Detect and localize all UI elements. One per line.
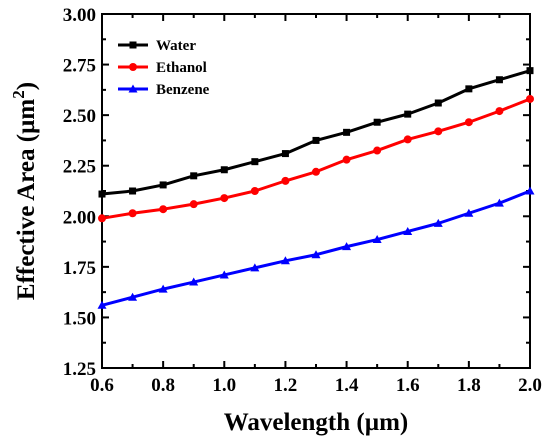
data-point-benzene: [280, 256, 290, 265]
data-point-ethanol: [373, 146, 382, 155]
y-tick-label: 2.25: [63, 157, 96, 178]
data-point-water: [251, 158, 259, 166]
axes: 0.6 0.8 1.0 1.2 1.4 1.6 1.8 2.0 1.25 1.50 1.75 2.00…: [63, 5, 542, 396]
data-point-ethanol: [526, 94, 534, 103]
data-point-water: [190, 172, 198, 180]
y-tick-label: 3.00: [63, 5, 96, 26]
data-point-ethanol: [312, 167, 320, 176]
y-tick-label: 2.00: [63, 207, 96, 228]
y-axis-title-close: ): [13, 82, 40, 90]
data-point-benzene: [189, 277, 199, 286]
data-point-ethanol: [128, 209, 137, 218]
legend-label-ethanol: Ethanol: [156, 60, 207, 76]
data-point-benzene: [158, 284, 168, 293]
data-point-water: [98, 190, 106, 198]
x-tick-label: 1.4: [335, 375, 359, 396]
series-water: [98, 67, 534, 198]
data-point-ethanol: [220, 194, 229, 203]
series-ethanol: [98, 94, 534, 223]
data-point-water: [159, 181, 167, 189]
data-point-benzene: [433, 218, 443, 227]
x-tick-label: 1.8: [457, 375, 481, 396]
data-point-benzene: [494, 198, 504, 207]
legend-marker-water: [129, 41, 137, 49]
y-tick-label: 1.50: [63, 308, 96, 329]
data-point-ethanol: [495, 107, 504, 116]
legend: Water Ethanol Benzene: [118, 38, 210, 98]
data-point-benzene: [311, 250, 321, 259]
y-tick-label: 2.75: [63, 56, 96, 77]
y-tick-label: 1.25: [63, 359, 96, 380]
legend-label-water: Water: [156, 38, 196, 54]
data-point-ethanol: [281, 176, 290, 185]
series-benzene: [97, 186, 535, 309]
data-point-water: [526, 67, 534, 75]
series-layer: [97, 67, 535, 309]
data-point-water: [465, 85, 473, 93]
legend-item-benzene: Benzene: [118, 82, 210, 98]
y-tick-label: 2.50: [63, 106, 96, 127]
data-point-benzene: [97, 300, 107, 309]
legend-marker-benzene: [128, 84, 138, 93]
data-point-water: [281, 150, 289, 158]
y-axis-title-superscript: 2: [9, 90, 28, 99]
data-point-ethanol: [250, 187, 259, 195]
data-point-ethanol: [342, 155, 351, 164]
data-point-benzene: [372, 235, 382, 244]
data-point-water: [129, 187, 137, 195]
x-tick-label: 2.0: [518, 375, 542, 396]
series-line-ethanol: [101, 97, 531, 220]
x-tick-label: 1.6: [396, 375, 420, 396]
x-axis-title: Wavelength (µm): [224, 409, 409, 436]
legend-item-water: Water: [118, 38, 196, 54]
y-axis-title: Effective Area (µm2): [9, 82, 40, 300]
x-tick-label: 0.6: [90, 375, 114, 396]
x-tick-label: 1.0: [212, 375, 236, 396]
y-tick-label: 1.75: [63, 258, 96, 279]
data-point-water: [434, 99, 442, 107]
legend-item-ethanol: Ethanol: [118, 60, 207, 76]
data-point-ethanol: [403, 135, 412, 144]
data-point-water: [312, 136, 320, 144]
legend-marker-ethanol: [129, 63, 137, 71]
legend-label-benzene: Benzene: [156, 82, 210, 98]
x-tick-label: 1.2: [274, 375, 298, 396]
x-tick-label: 0.8: [151, 375, 175, 396]
data-point-ethanol: [464, 118, 473, 127]
data-point-ethanol: [189, 200, 198, 209]
data-point-benzene: [250, 263, 260, 272]
data-point-water: [495, 76, 503, 84]
y-axis-title-main: Effective Area (µm: [13, 99, 40, 301]
data-point-water: [373, 118, 381, 126]
data-point-water: [404, 110, 412, 118]
data-point-water: [220, 166, 228, 174]
data-point-ethanol: [159, 205, 168, 214]
data-point-benzene: [342, 242, 352, 251]
data-point-benzene: [219, 270, 229, 279]
data-point-benzene: [525, 186, 535, 195]
data-point-benzene: [128, 292, 138, 301]
data-point-ethanol: [98, 214, 106, 223]
data-point-ethanol: [434, 127, 443, 136]
data-point-water: [343, 128, 351, 136]
data-point-benzene: [403, 226, 413, 235]
data-point-benzene: [464, 208, 474, 217]
